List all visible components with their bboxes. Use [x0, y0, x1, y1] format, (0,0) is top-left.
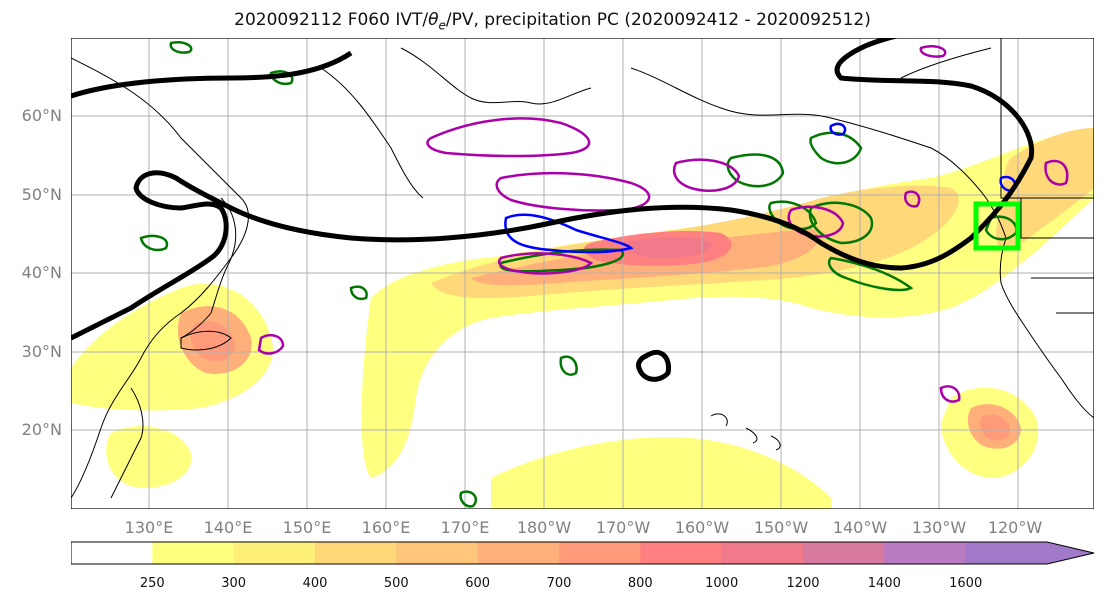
lon-label-130e: 130°E [124, 518, 174, 537]
map-title: 2020092112 F060 IVT/θe/PV, precipitation… [234, 10, 871, 33]
lat-label-60n: 60°N [21, 106, 62, 125]
lat-label-30n: 30°N [21, 342, 62, 361]
colorbar-tick-label: 1600 [949, 576, 983, 591]
colorbar-cell [965, 542, 1048, 564]
lon-label-160e: 160°E [361, 518, 411, 537]
colorbar-cell [721, 542, 804, 564]
lon-label-170w: 170°W [595, 518, 651, 537]
colorbar-cell [803, 542, 885, 564]
colorbar-tick-label: 700 [546, 576, 572, 591]
lat-label-40n: 40°N [21, 263, 62, 282]
lon-label-130w: 130°W [911, 518, 967, 537]
lon-label-180w: 180°W [516, 518, 572, 537]
colorbar-cell [152, 542, 235, 564]
lon-label-140w: 140°W [832, 518, 888, 537]
lon-label-120w: 120°W [987, 518, 1043, 537]
target-box [973, 201, 1021, 251]
colorbar-extend-arrow [1047, 542, 1094, 564]
graticule [71, 38, 1094, 509]
colorbar-cell [559, 542, 641, 564]
colorbar-cell [315, 542, 397, 564]
lat-label-50n: 50°N [21, 185, 62, 204]
colorbar-tick-label: 1000 [705, 576, 739, 591]
colorbar [71, 541, 1095, 565]
colorbar-cell [477, 542, 560, 564]
lon-label-140e: 140°E [203, 518, 253, 537]
colorbar-tick-label: 1200 [786, 576, 820, 591]
lon-label-150e: 150°E [282, 518, 332, 537]
colorbar-tick-label: 1400 [867, 576, 901, 591]
colorbar-cell [396, 542, 479, 564]
map-panel [71, 38, 1094, 509]
colorbar-cell [884, 542, 967, 564]
colorbar-cell [71, 542, 153, 564]
ivt-shading [71, 128, 1094, 509]
lon-label-160w: 160°W [674, 518, 730, 537]
pv-black-contour [71, 38, 1035, 382]
coastlines [71, 38, 1094, 499]
lon-label-150w: 150°W [753, 518, 809, 537]
colorbar-cell [640, 542, 723, 564]
colorbar-tick-label: 300 [221, 576, 247, 591]
colorbar-tick-label: 800 [627, 576, 653, 591]
colorbar-tick-label: 600 [465, 576, 491, 591]
colorbar-tick-label: 400 [302, 576, 328, 591]
colorbar-tick-label: 500 [383, 576, 409, 591]
lat-label-20n: 20°N [21, 420, 62, 439]
lon-label-170e: 170°E [440, 518, 490, 537]
colorbar-cell [233, 542, 316, 564]
colorbar-tick-label: 250 [139, 576, 165, 591]
